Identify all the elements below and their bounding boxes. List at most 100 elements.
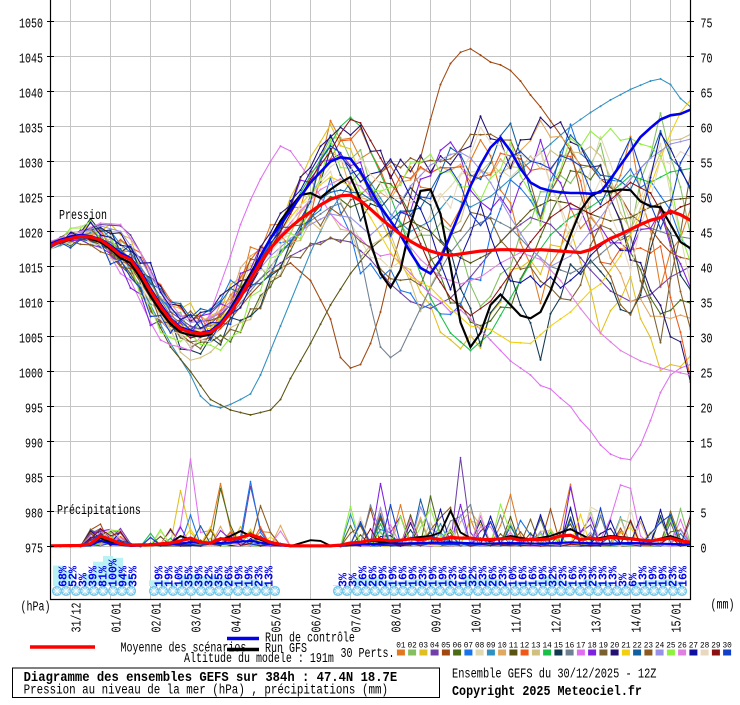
svg-text:32%: 32% <box>467 565 481 587</box>
svg-text:09/01: 09/01 <box>429 603 445 633</box>
svg-text:10: 10 <box>701 471 713 487</box>
svg-text:35: 35 <box>701 296 713 312</box>
svg-text:15: 15 <box>554 641 564 650</box>
svg-text:13%: 13% <box>607 565 621 587</box>
svg-text:5: 5 <box>701 506 707 522</box>
svg-text:100%: 100% <box>107 558 121 587</box>
svg-text:23%: 23% <box>497 565 511 587</box>
svg-text:985: 985 <box>25 471 43 487</box>
svg-text:07/01: 07/01 <box>349 603 365 633</box>
svg-text:16%: 16% <box>677 565 691 587</box>
svg-text:1050: 1050 <box>19 16 43 32</box>
svg-text:6%: 6% <box>627 572 641 587</box>
svg-text:35%: 35% <box>213 565 227 587</box>
svg-text:24: 24 <box>655 641 665 650</box>
svg-text:23%: 23% <box>417 565 431 587</box>
svg-text:14/01: 14/01 <box>629 603 645 633</box>
svg-text:25: 25 <box>701 366 713 382</box>
svg-text:19%: 19% <box>407 565 421 587</box>
svg-text:19%: 19% <box>647 565 661 587</box>
svg-text:Moyenne des scénarios: Moyenne des scénarios <box>121 640 247 656</box>
svg-text:55: 55 <box>701 156 713 172</box>
svg-text:31/12: 31/12 <box>69 603 85 633</box>
svg-text:05: 05 <box>441 641 451 650</box>
svg-text:19%: 19% <box>163 565 177 587</box>
svg-text:11: 11 <box>509 641 519 650</box>
svg-text:27: 27 <box>689 641 699 650</box>
svg-text:1005: 1005 <box>19 331 43 347</box>
svg-text:19: 19 <box>599 641 609 650</box>
svg-text:1025: 1025 <box>19 191 43 207</box>
svg-text:3%: 3% <box>347 572 361 587</box>
svg-text:11/01: 11/01 <box>509 603 525 633</box>
svg-text:3%: 3% <box>617 572 631 587</box>
svg-text:26%: 26% <box>367 565 381 587</box>
svg-text:995: 995 <box>25 401 43 417</box>
svg-text:02: 02 <box>407 641 417 650</box>
svg-text:10%: 10% <box>173 565 187 587</box>
svg-text:1000: 1000 <box>19 366 43 382</box>
svg-text:23%: 23% <box>587 565 601 587</box>
svg-text:32%: 32% <box>547 565 561 587</box>
svg-text:68%: 68% <box>57 565 71 587</box>
svg-text:40: 40 <box>701 261 713 277</box>
svg-text:Run GFS: Run GFS <box>265 640 307 656</box>
svg-text:16%: 16% <box>567 565 581 587</box>
svg-text:19%: 19% <box>233 565 247 587</box>
svg-text:21: 21 <box>621 641 631 650</box>
svg-text:19%: 19% <box>387 565 401 587</box>
svg-text:1045: 1045 <box>19 51 43 67</box>
svg-text:13/01: 13/01 <box>589 603 605 633</box>
svg-text:28: 28 <box>700 641 710 650</box>
svg-text:20: 20 <box>610 641 620 650</box>
svg-text:13%: 13% <box>597 565 611 587</box>
svg-text:03/01: 03/01 <box>189 603 205 633</box>
svg-text:13: 13 <box>531 641 541 650</box>
svg-text:3%: 3% <box>77 572 91 587</box>
svg-text:04: 04 <box>430 641 440 650</box>
svg-text:1020: 1020 <box>19 226 43 242</box>
svg-text:Diagramme des ensembles GEFS s: Diagramme des ensembles GEFS sur 384h : … <box>24 669 398 685</box>
svg-text:15/01: 15/01 <box>669 603 685 633</box>
svg-text:26%: 26% <box>487 565 501 587</box>
svg-text:Copyright 2025 Meteociel.fr: Copyright 2025 Meteociel.fr <box>452 683 642 699</box>
svg-text:07: 07 <box>464 641 474 650</box>
svg-text:23%: 23% <box>253 565 267 587</box>
svg-text:45: 45 <box>701 226 713 242</box>
svg-text:52%: 52% <box>67 565 81 587</box>
svg-text:1010: 1010 <box>19 296 43 312</box>
svg-text:13%: 13% <box>577 565 591 587</box>
svg-text:13%: 13% <box>263 565 277 587</box>
svg-text:1015: 1015 <box>19 261 43 277</box>
svg-text:08/01: 08/01 <box>389 603 405 633</box>
svg-text:12: 12 <box>520 641 530 650</box>
svg-text:(mm): (mm) <box>711 597 735 613</box>
svg-text:19%: 19% <box>657 565 671 587</box>
svg-text:75: 75 <box>701 16 713 32</box>
svg-text:19%: 19% <box>427 565 441 587</box>
svg-text:Pression: Pression <box>59 207 107 223</box>
svg-text:23%: 23% <box>477 565 491 587</box>
svg-text:19%: 19% <box>153 565 167 587</box>
svg-text:94%: 94% <box>117 565 131 587</box>
svg-text:65: 65 <box>701 86 713 102</box>
svg-text:25: 25 <box>666 641 676 650</box>
svg-text:Précipitations: Précipitations <box>57 502 141 518</box>
svg-text:23%: 23% <box>667 565 681 587</box>
svg-text:19%: 19% <box>437 565 451 587</box>
svg-text:06/01: 06/01 <box>309 603 325 633</box>
svg-text:29: 29 <box>711 641 721 650</box>
svg-text:13%: 13% <box>637 565 651 587</box>
svg-text:39%: 39% <box>87 565 101 587</box>
svg-text:16%: 16% <box>397 565 411 587</box>
svg-text:10%: 10% <box>507 565 521 587</box>
svg-text:26%: 26% <box>357 565 371 587</box>
svg-text:81%: 81% <box>97 565 111 587</box>
svg-text:1035: 1035 <box>19 121 43 137</box>
svg-text:19%: 19% <box>537 565 551 587</box>
svg-text:03: 03 <box>419 641 429 650</box>
svg-text:01: 01 <box>396 641 406 650</box>
svg-text:1040: 1040 <box>19 86 43 102</box>
svg-text:23: 23 <box>644 641 654 650</box>
svg-text:19%: 19% <box>243 565 257 587</box>
